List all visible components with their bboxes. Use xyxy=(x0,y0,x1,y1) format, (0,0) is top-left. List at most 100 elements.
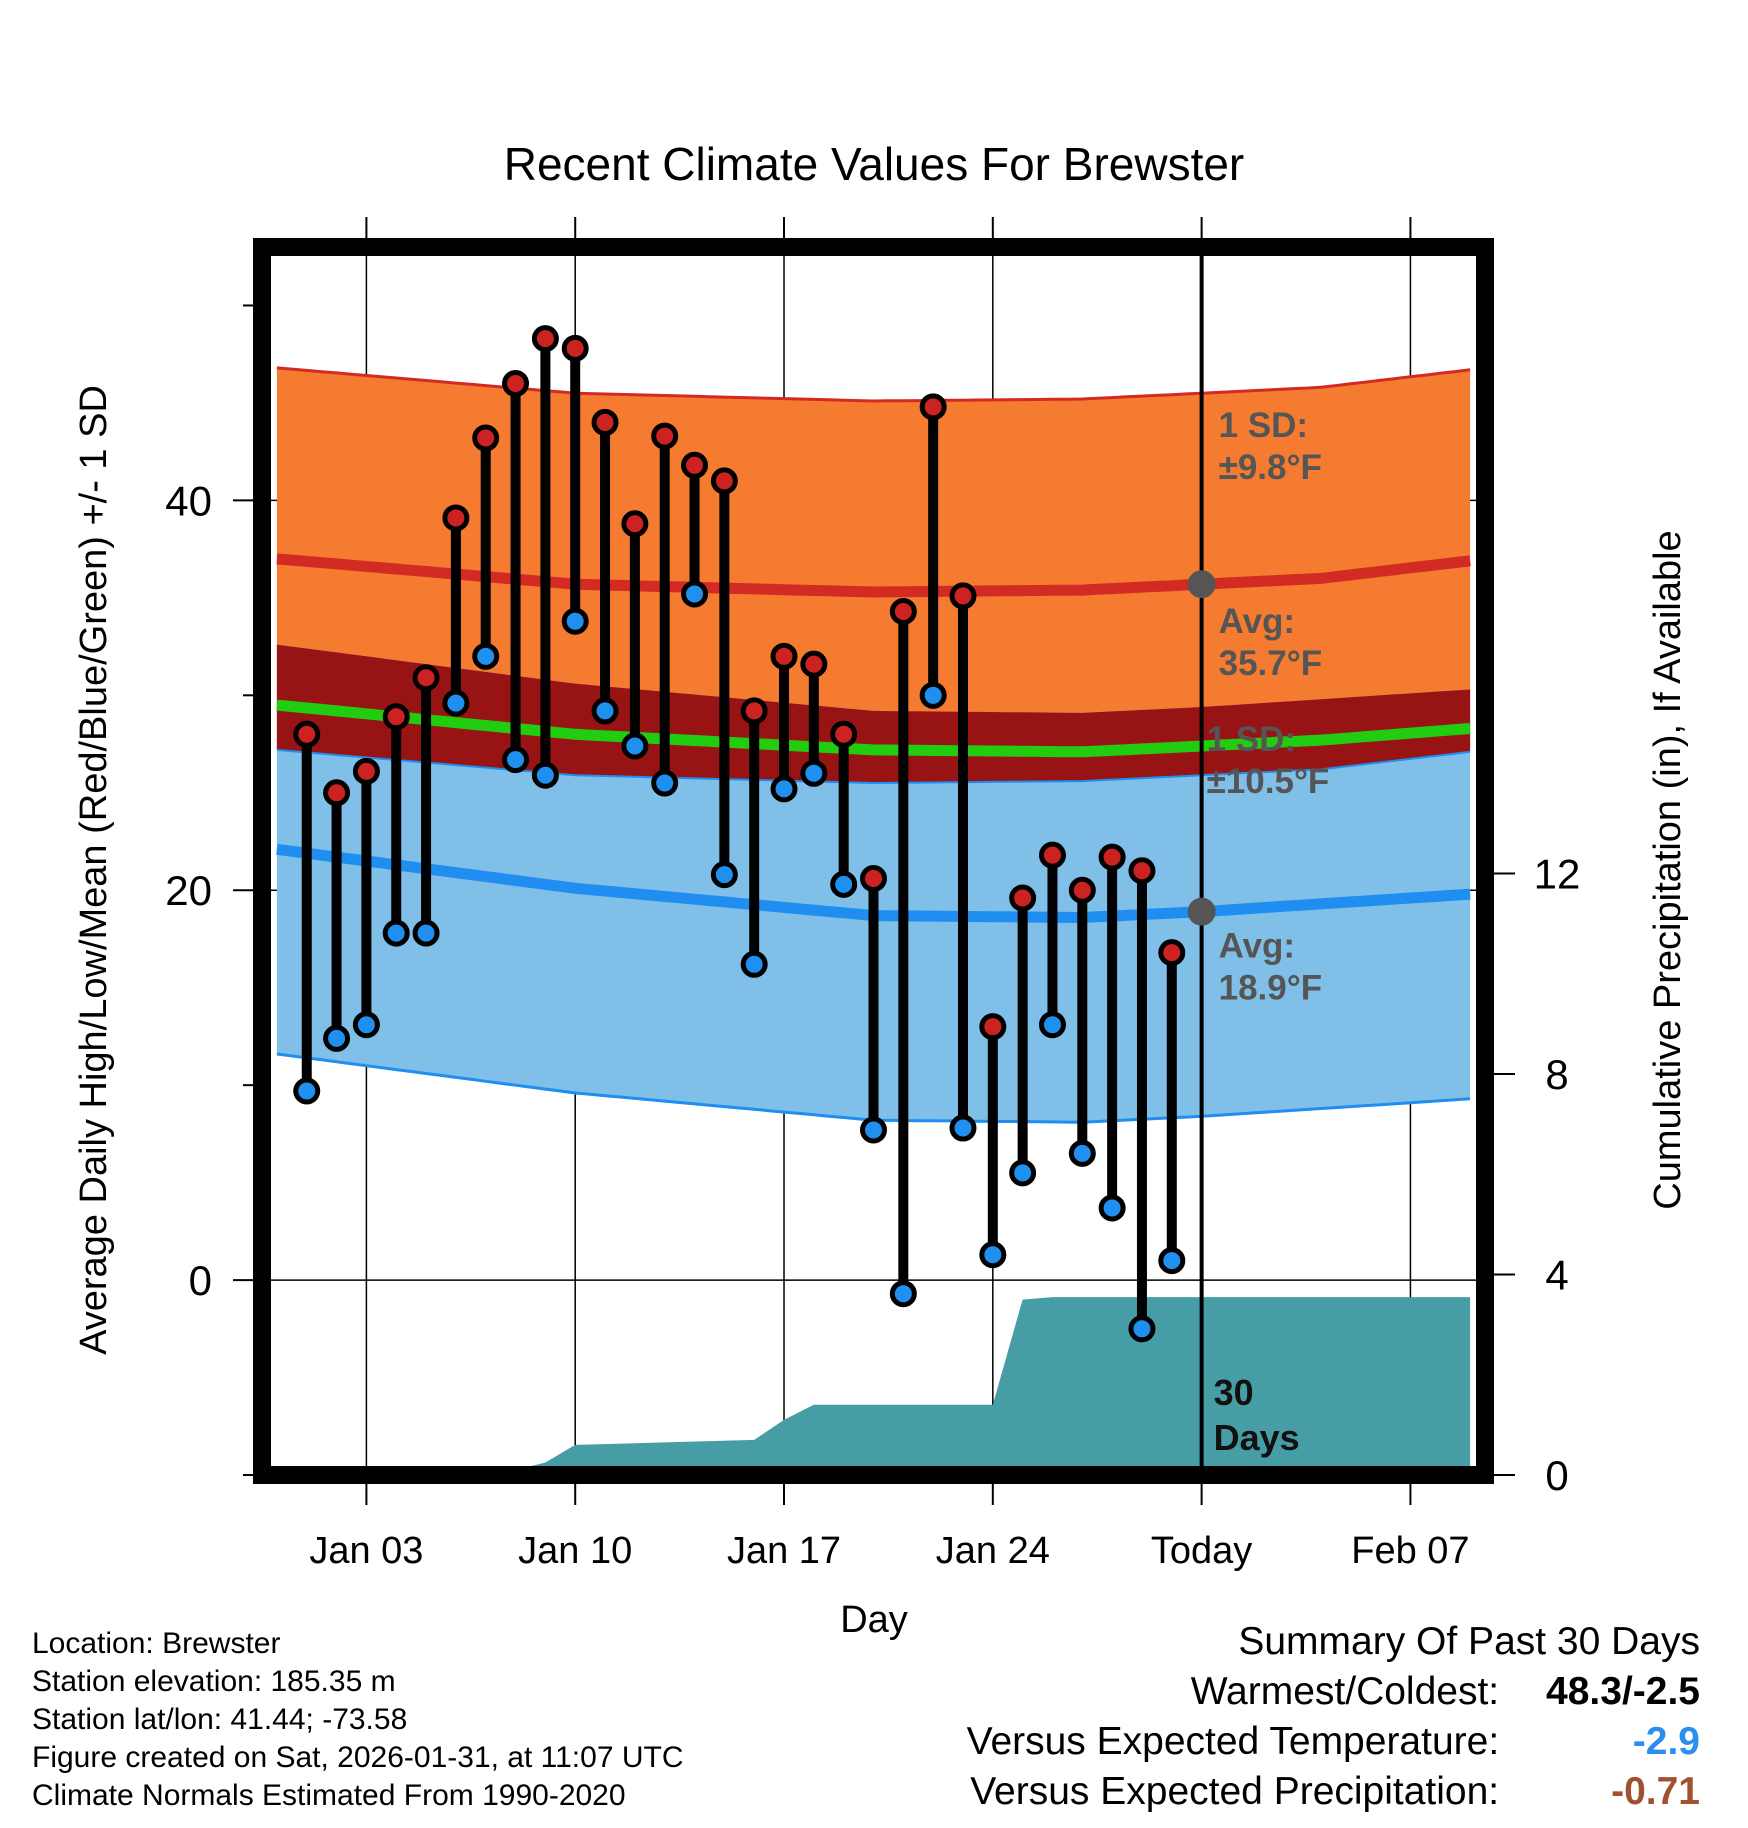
low-avg-value: 18.9°F xyxy=(1219,969,1323,1008)
daily-low-point xyxy=(800,759,828,787)
daily-high-point xyxy=(442,504,470,532)
daily-low-point xyxy=(949,1114,977,1142)
daily-high-point xyxy=(502,369,530,397)
daily-high-point xyxy=(382,703,410,731)
daily-high-point xyxy=(472,424,500,452)
daily-low-point xyxy=(1128,1315,1156,1343)
daily-high-point xyxy=(412,664,440,692)
y-axis-label: Average Daily High/Low/Mean (Red/Blue/Gr… xyxy=(73,385,115,1355)
overlap-upper-edge xyxy=(276,748,1471,785)
daily-high-point xyxy=(352,757,380,785)
precip-area xyxy=(276,1297,1471,1475)
y2-tick-label: 4 xyxy=(1545,1252,1568,1299)
daily-high-point xyxy=(830,720,858,748)
daily-low-point xyxy=(860,1116,887,1144)
daily-low-point xyxy=(591,697,619,725)
chart-title: Recent Climate Values For Brewster xyxy=(504,138,1245,190)
daily-low-point xyxy=(1038,1011,1066,1039)
daily-high-point xyxy=(651,422,679,450)
daily-high-point xyxy=(1009,884,1037,912)
precip-value: -0.71 xyxy=(1611,1770,1700,1813)
daily-high-point xyxy=(293,720,321,748)
high-sd-upper-edge xyxy=(276,366,1471,403)
daily-high-point xyxy=(919,393,947,421)
created-text: Figure created on Sat, 2026-01-31, at 11… xyxy=(32,1741,684,1774)
location-text: Location: Brewster xyxy=(32,1627,281,1660)
x-tick-label: Jan 24 xyxy=(936,1530,1050,1572)
summary-temp-row: Versus Expected Temperature: -2.9 xyxy=(967,1720,1700,1770)
summary-precip-row: Versus Expected Precipitation: -0.71 xyxy=(967,1770,1700,1820)
mean-normal-line xyxy=(276,699,1471,758)
temp-value: -2.9 xyxy=(1632,1720,1700,1763)
daily-low-point xyxy=(1068,1139,1096,1167)
x-tick-label: Today xyxy=(1151,1530,1252,1572)
daily-high-point xyxy=(889,598,917,626)
x-tick-label: Jan 03 xyxy=(309,1530,423,1572)
daily-low-point xyxy=(830,870,858,898)
summary-title: Summary Of Past 30 Days xyxy=(1238,1620,1700,1663)
daily-low-point xyxy=(472,642,500,670)
high-sd-value: ±9.8°F xyxy=(1219,448,1322,487)
daily-low-point xyxy=(531,761,559,789)
daily-low-point xyxy=(382,919,410,947)
daily-low-point xyxy=(502,746,530,774)
daily-low-point xyxy=(919,681,947,709)
x-tick-label: Feb 07 xyxy=(1351,1530,1469,1572)
daily-high-point xyxy=(621,510,649,538)
daily-low-point xyxy=(412,919,440,947)
high-avg-value: 35.7°F xyxy=(1219,644,1323,683)
low-avg-label: Avg: xyxy=(1219,927,1295,966)
daily-low-point xyxy=(740,950,768,978)
y2-tick-label: 12 xyxy=(1534,851,1581,898)
daily-low-point xyxy=(442,689,470,717)
daily-high-point xyxy=(531,325,559,353)
y-tick-label: 20 xyxy=(165,867,212,914)
daily-high-point xyxy=(1098,843,1126,871)
precip-label: Versus Expected Precipitation: xyxy=(970,1770,1500,1813)
daily-high-point xyxy=(1128,857,1156,885)
daily-high-point xyxy=(681,451,709,479)
y2-axis-label: Cumulative Precipitation (in), If Availa… xyxy=(1647,530,1689,1209)
high-sd-label: 1 SD: xyxy=(1219,406,1308,445)
low-avg-marker xyxy=(1187,897,1216,926)
daily-low-point xyxy=(651,769,679,797)
climate-chart: Recent Climate Values For Brewster Avera… xyxy=(73,138,1689,1641)
daily-low-point xyxy=(979,1241,1007,1269)
y2-tick-label: 8 xyxy=(1545,1051,1568,1098)
window-days-number: 30 xyxy=(1214,1372,1254,1413)
daily-high-point xyxy=(740,697,768,725)
summary-warmest-coldest-row: Warmest/Coldest: 48.3/-2.5 xyxy=(967,1670,1700,1720)
normals-text: Climate Normals Estimated From 1990-2020 xyxy=(32,1779,626,1812)
daily-high-point xyxy=(800,650,828,678)
x-tick-label: Jan 10 xyxy=(518,1530,632,1572)
warmest-coldest-value: 48.3/-2.5 xyxy=(1546,1670,1700,1713)
daily-high-point xyxy=(323,779,351,807)
window-days-word: Days xyxy=(1214,1417,1300,1458)
daily-low-point xyxy=(293,1077,321,1105)
y-tick-label: 40 xyxy=(165,477,212,524)
daily-high-point xyxy=(949,582,977,610)
plot-frame xyxy=(253,238,1494,1484)
x-tick-label: Jan 17 xyxy=(727,1530,841,1572)
daily-low-point xyxy=(352,1011,380,1039)
daily-high-point xyxy=(860,865,887,893)
y-tick-label: 0 xyxy=(189,1257,212,1304)
daily-high-point xyxy=(561,334,589,362)
summary-panel: Summary Of Past 30 Days Warmest/Coldest:… xyxy=(967,1620,1700,1820)
daily-low-point xyxy=(710,861,738,889)
elevation-text: Station elevation: 185.35 m xyxy=(32,1665,396,1698)
daily-high-point xyxy=(591,408,619,436)
daily-high-point xyxy=(770,642,798,670)
daily-low-point xyxy=(323,1024,351,1052)
latlon-text: Station lat/lon: 41.44; -73.58 xyxy=(32,1703,408,1736)
daily-low-point xyxy=(1158,1247,1186,1275)
daily-low-point xyxy=(1009,1159,1037,1187)
high-avg-label: Avg: xyxy=(1219,602,1295,641)
daily-low-point xyxy=(770,775,798,803)
daily-low-point xyxy=(681,580,709,608)
warmest-coldest-label: Warmest/Coldest: xyxy=(1190,1670,1500,1713)
low-sd-value: ±10.5°F xyxy=(1207,762,1330,801)
y2-tick-label: 0 xyxy=(1545,1452,1568,1499)
temp-label: Versus Expected Temperature: xyxy=(966,1720,1500,1763)
daily-high-point xyxy=(1038,841,1066,869)
